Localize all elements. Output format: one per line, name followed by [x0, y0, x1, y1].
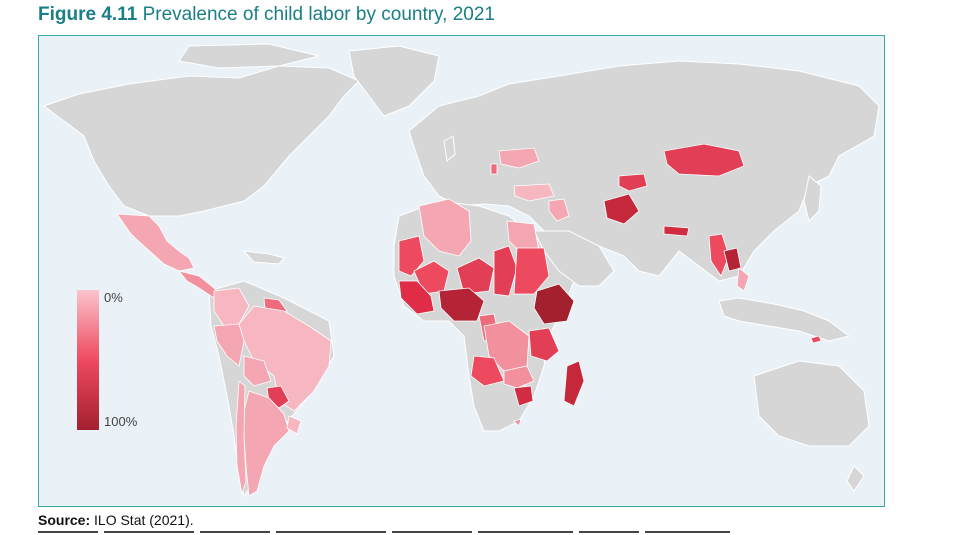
region-zimbabwe [513, 385, 534, 407]
region-myanmar [708, 233, 730, 277]
region-west-africa-coast [398, 280, 435, 315]
region-angola [470, 355, 505, 387]
region-moldova [490, 163, 498, 175]
region-algeria [418, 198, 472, 257]
region-mauritania [398, 235, 425, 277]
region-mexico [116, 213, 195, 272]
clipped-text-line [38, 531, 858, 535]
map-frame [38, 35, 885, 507]
region-uruguay [286, 415, 302, 435]
north-america-land [42, 65, 360, 217]
region-peru [213, 323, 245, 367]
region-bolivia [243, 355, 272, 387]
region-mongolia [663, 143, 745, 177]
region-turkmenistan [618, 173, 648, 192]
region-timor-leste [810, 335, 822, 344]
australia-land [753, 360, 870, 447]
region-ethiopia [533, 283, 575, 325]
shaded-countries [116, 143, 822, 497]
caribbean-land [242, 250, 285, 265]
region-laos [723, 247, 742, 272]
legend-max-label: 100% [104, 414, 138, 429]
eurasia-land [408, 60, 880, 282]
legend-min-label: 0% [104, 290, 123, 305]
region-turkey [513, 183, 555, 202]
legend-color-scale [77, 290, 99, 430]
region-vietnam [736, 267, 750, 292]
region-southern-africa-spot [513, 418, 522, 427]
region-tanzania [528, 327, 560, 362]
region-sudan [513, 247, 550, 295]
arabia-land [533, 230, 615, 287]
uk-land [443, 135, 456, 162]
region-afghanistan [603, 193, 640, 225]
world-map [42, 43, 880, 498]
region-ukraine [498, 147, 540, 169]
region-iraq [548, 198, 570, 222]
greenland-land [348, 45, 440, 117]
region-chad [493, 245, 518, 297]
region-chile [235, 380, 247, 495]
figure-title-text: Prevalence of child labor by country, 20… [142, 4, 495, 25]
new-zealand-land [846, 465, 865, 492]
arctic-islands-land [178, 43, 320, 69]
source-note: Source: ILO Stat (2021). [38, 512, 194, 528]
region-nigeria [438, 287, 485, 322]
region-zambia [503, 365, 535, 389]
southeast-asia-islands [718, 297, 851, 342]
figure-label: Figure 4.11 [38, 4, 138, 25]
figure-title: Figure 4.11 Prevalence of child labor by… [38, 4, 495, 26]
region-madagascar [563, 360, 585, 407]
region-nepal [663, 225, 690, 237]
japan-land [803, 175, 822, 222]
source-text: ILO Stat (2021). [94, 512, 194, 528]
source-label: Source: [38, 512, 91, 528]
